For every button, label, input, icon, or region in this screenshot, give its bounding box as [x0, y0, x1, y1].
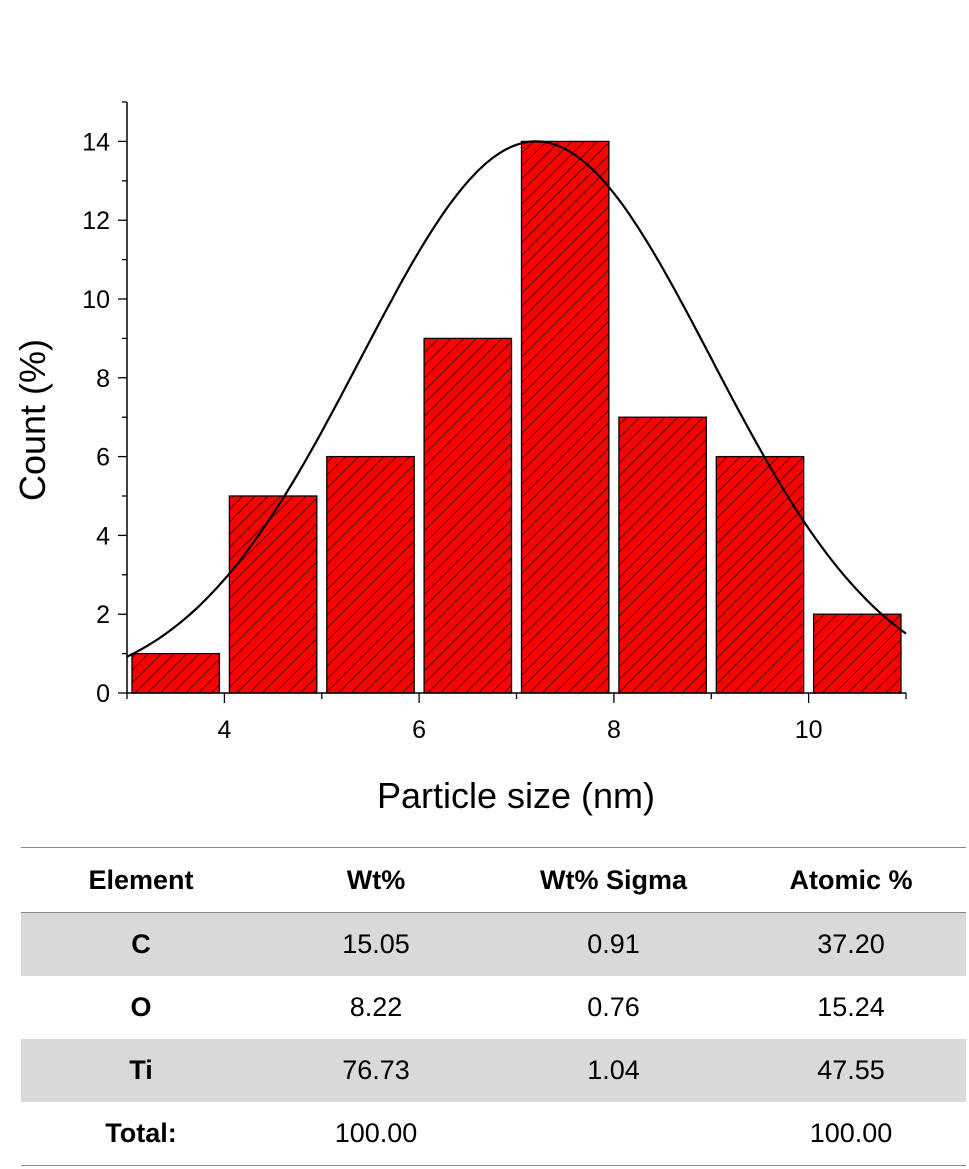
- sigma-cell: 0.76: [587, 992, 640, 1022]
- y-tick-label: 10: [82, 286, 110, 314]
- histogram-bar: [520, 140, 610, 694]
- histogram-bar: [131, 652, 221, 694]
- table-header-row: Element Wt% Wt% Sigma Atomic %: [21, 847, 966, 913]
- x-tick-label: 8: [607, 716, 621, 744]
- atomic-cell: 15.24: [817, 992, 885, 1022]
- histogram-bar: [618, 416, 707, 694]
- fit-curve-layer: [126, 140, 907, 658]
- element-table-container: Element Wt% Wt% Sigma Atomic % C 15.05 0…: [21, 847, 966, 1166]
- x-tick-label: 6: [412, 716, 426, 744]
- y-axis-title: Count (%): [12, 339, 53, 501]
- y-tick-label: 6: [96, 444, 110, 472]
- y-tick-label: 8: [96, 365, 110, 393]
- histogram-bar: [423, 337, 513, 694]
- table-row: C 15.05 0.91 37.20: [21, 912, 966, 976]
- chart-svg: 0 2 4 6 8 10 12 14 4 6 8 10 Count (%) Particle size…: [12, 101, 907, 816]
- element-cell: Total:: [105, 1118, 177, 1148]
- axes-layer: 0 2 4 6 8 10 12 14 4 6 8 10: [82, 101, 907, 744]
- header-wt-sigma: Wt% Sigma: [539, 864, 687, 895]
- table-row: Ti 76.73 1.04 47.55: [21, 1039, 966, 1102]
- header-wt: Wt%: [346, 864, 406, 895]
- histogram-bar: [228, 495, 318, 694]
- atomic-cell: 47.55: [736, 1039, 966, 1102]
- element-cell: C: [21, 912, 261, 976]
- table-row-total: Total: 100.00 100.00: [21, 1102, 966, 1166]
- sigma-cell: 1.04: [491, 1039, 736, 1102]
- y-tick-label: 2: [96, 601, 110, 629]
- wt-cell: 100.00: [334, 1118, 418, 1148]
- bars-layer: [131, 140, 902, 694]
- histogram-bar: [715, 455, 805, 694]
- header-element: Element: [88, 864, 194, 895]
- x-tick-label: 10: [795, 716, 823, 744]
- y-tick-label: 0: [96, 680, 110, 708]
- atomic-cell: 37.20: [736, 912, 966, 976]
- wt-cell: 8.22: [349, 992, 403, 1022]
- x-tick-label: 4: [217, 716, 231, 744]
- fit-curve: [126, 140, 907, 658]
- y-tick-label: 4: [96, 522, 110, 550]
- table-row: O 8.22 0.76 15.24: [21, 976, 966, 1039]
- histogram-bar: [812, 613, 902, 694]
- header-atomic: Atomic %: [789, 864, 913, 895]
- wt-cell: 76.73: [261, 1039, 491, 1102]
- histogram-bar: [326, 455, 415, 694]
- element-cell: Ti: [21, 1039, 261, 1102]
- sigma-cell: 0.91: [491, 912, 736, 976]
- sigma-cell: [491, 1102, 736, 1166]
- x-axis-title: Particle size (nm): [377, 775, 655, 816]
- element-composition-table: Element Wt% Wt% Sigma Atomic % C 15.05 0…: [21, 847, 966, 1166]
- histogram-chart: 0 2 4 6 8 10 12 14 4 6 8 10 Count (%) Particle size…: [12, 101, 907, 816]
- wt-cell: 15.05: [261, 912, 491, 976]
- y-tick-label: 14: [82, 128, 110, 156]
- atomic-cell: 100.00: [809, 1118, 893, 1148]
- element-cell: O: [130, 992, 152, 1022]
- y-tick-label: 12: [82, 207, 110, 235]
